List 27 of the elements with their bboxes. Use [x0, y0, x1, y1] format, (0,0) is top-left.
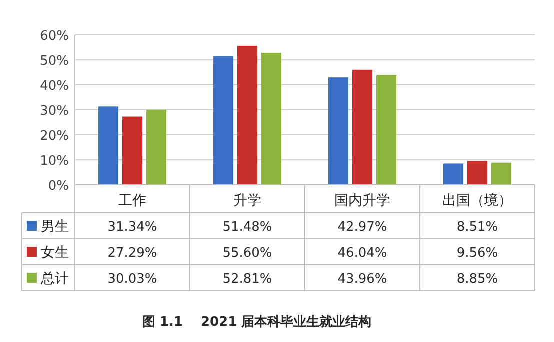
legend-label: 总计 — [40, 271, 69, 287]
x-tick-label: 出国（境） — [442, 193, 512, 209]
data-label: 27.29% — [108, 246, 158, 261]
legend-label: 男生 — [41, 219, 69, 235]
y-tick-label: 0% — [48, 179, 69, 194]
text: 图 1.1 2021 届本科毕业生就业结构 — [142, 314, 372, 330]
data-label: 30.03% — [108, 272, 158, 287]
x-tick-label: 国内升学 — [334, 193, 390, 209]
legend-label: 女生 — [41, 245, 69, 261]
y-tick-label: 60% — [40, 29, 69, 44]
x-tick-label: 工作 — [118, 193, 146, 209]
data-label: 42.97% — [338, 220, 388, 235]
data-label: 46.04% — [338, 246, 388, 261]
y-tick-label: 20% — [40, 129, 69, 144]
data-label: 43.96% — [338, 272, 388, 287]
data-label: 51.48% — [222, 220, 272, 235]
data-label: 8.51% — [456, 220, 498, 235]
data-label: 52.81% — [222, 272, 272, 287]
data-label: 8.85% — [456, 272, 498, 287]
y-tick-label: 40% — [40, 79, 69, 94]
data-label: 31.34% — [108, 220, 158, 235]
y-tick-label: 50% — [40, 54, 69, 69]
x-tick-label: 升学 — [234, 193, 262, 209]
data-label: 55.60% — [222, 246, 272, 261]
y-tick-label: 30% — [40, 104, 69, 119]
y-tick-label: 10% — [40, 154, 69, 169]
data-label: 9.56% — [456, 246, 498, 261]
